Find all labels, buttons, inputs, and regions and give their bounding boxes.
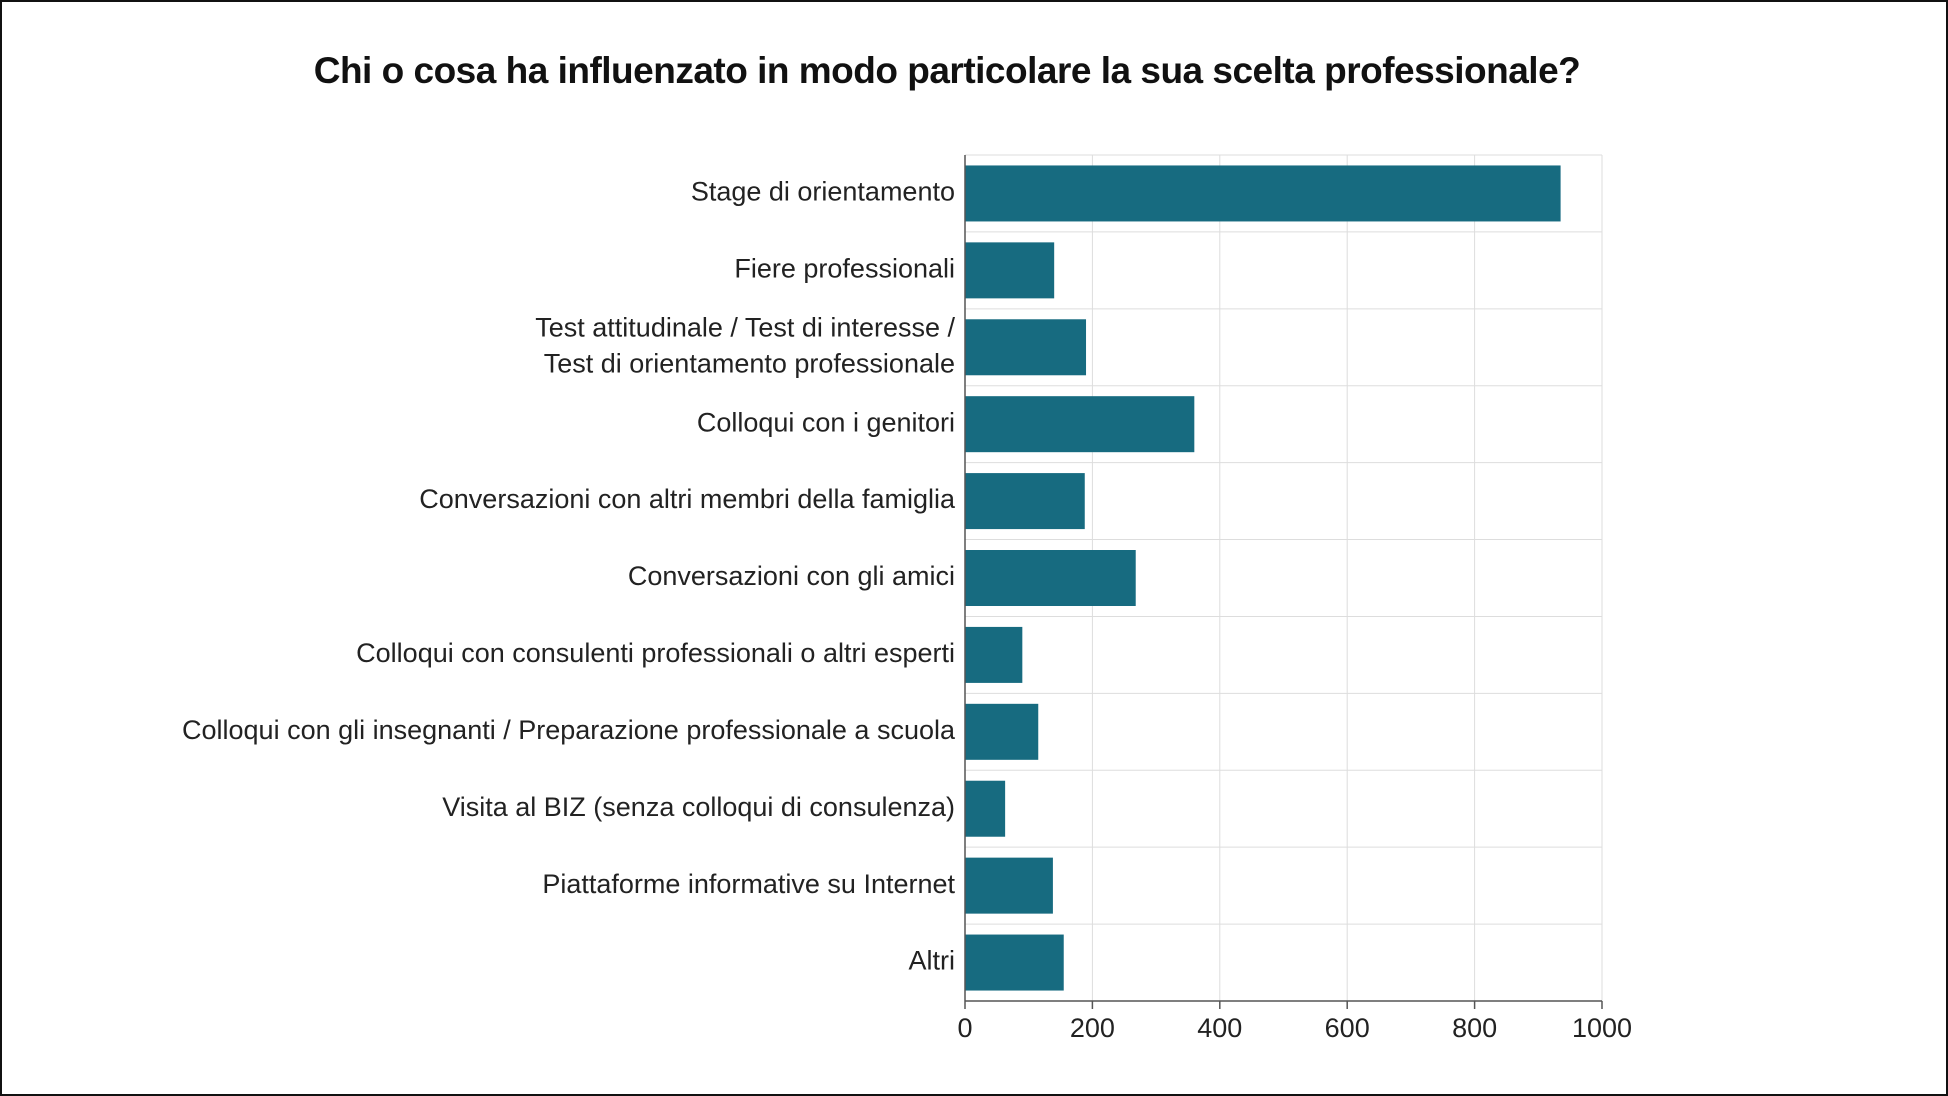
x-axis: 0 200 400 600 800 1000 xyxy=(957,155,1632,1043)
x-tick-label: 600 xyxy=(1325,1013,1370,1043)
category-labels: Stage di orientamento Fiere professionali… xyxy=(182,177,956,976)
category-label: Fiere professionali xyxy=(734,253,955,283)
bar xyxy=(965,165,1561,222)
bar xyxy=(965,857,1053,914)
category-label: Colloqui con gli insegnanti / Preparazio… xyxy=(182,715,956,745)
bar xyxy=(965,242,1055,299)
category-label: Conversazioni con gli amici xyxy=(628,561,955,591)
bar xyxy=(965,473,1085,530)
chart-title: Chi o cosa ha influenzato in modo partic… xyxy=(313,50,1581,91)
category-label: Visita al BIZ (senza colloqui di consule… xyxy=(442,792,955,822)
bar xyxy=(965,396,1195,453)
bar xyxy=(965,550,1136,606)
category-label: Piattaforme informative su Internet xyxy=(542,869,955,899)
x-tick-label: 1000 xyxy=(1572,1013,1632,1043)
bar xyxy=(965,703,1039,760)
x-tick-label: 200 xyxy=(1070,1013,1115,1043)
category-label: Conversazioni con altri membri della fam… xyxy=(419,484,956,514)
x-tick-label: 800 xyxy=(1452,1013,1497,1043)
x-tick-label: 400 xyxy=(1197,1013,1242,1043)
category-label: Altri xyxy=(909,946,956,976)
x-tick-label: 0 xyxy=(957,1013,972,1043)
category-label: Stage di orientamento xyxy=(691,177,955,207)
category-label: Test attitudinale / Test di interesse / xyxy=(535,312,955,342)
category-label: Colloqui con i genitori xyxy=(697,407,955,437)
bar xyxy=(965,780,1006,837)
bar xyxy=(965,934,1064,991)
bars xyxy=(965,165,1561,991)
category-label: Test di orientamento professionale xyxy=(544,348,955,378)
bar xyxy=(965,626,1023,683)
category-label: Colloqui con consulenti professionali o … xyxy=(356,638,955,668)
bar xyxy=(965,319,1087,376)
